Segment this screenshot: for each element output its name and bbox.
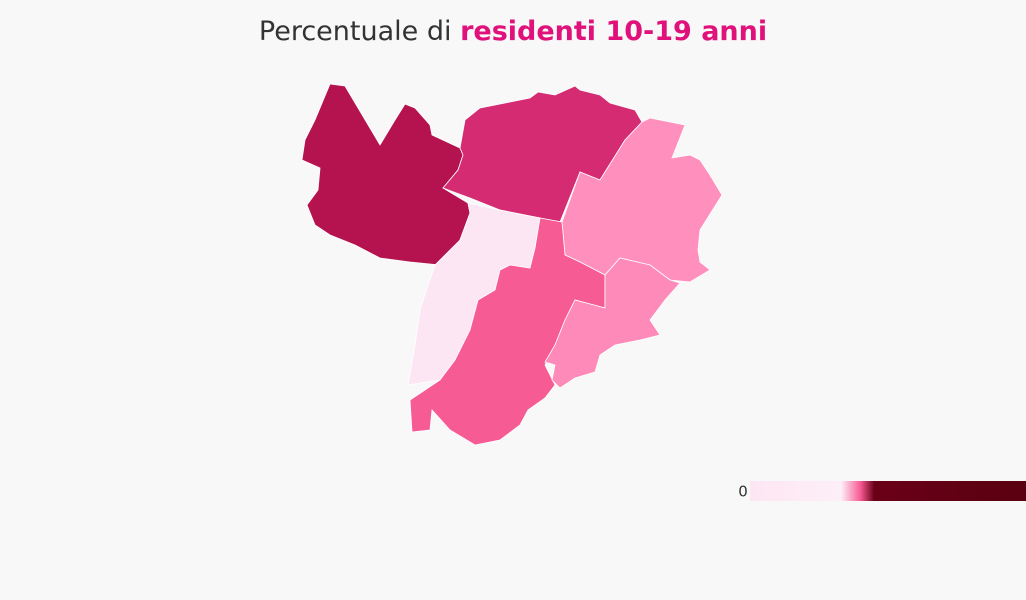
- title-lead: Percentuale di: [259, 16, 460, 47]
- title: Percentuale di residenti 10-19 anni: [259, 16, 767, 47]
- title-highlight: residenti 10-19 anni: [460, 16, 767, 47]
- colorbar: [750, 481, 1026, 501]
- legend-min-label: 0: [738, 483, 748, 501]
- region: [301, 83, 471, 266]
- regions: [301, 83, 723, 446]
- region: [544, 257, 681, 389]
